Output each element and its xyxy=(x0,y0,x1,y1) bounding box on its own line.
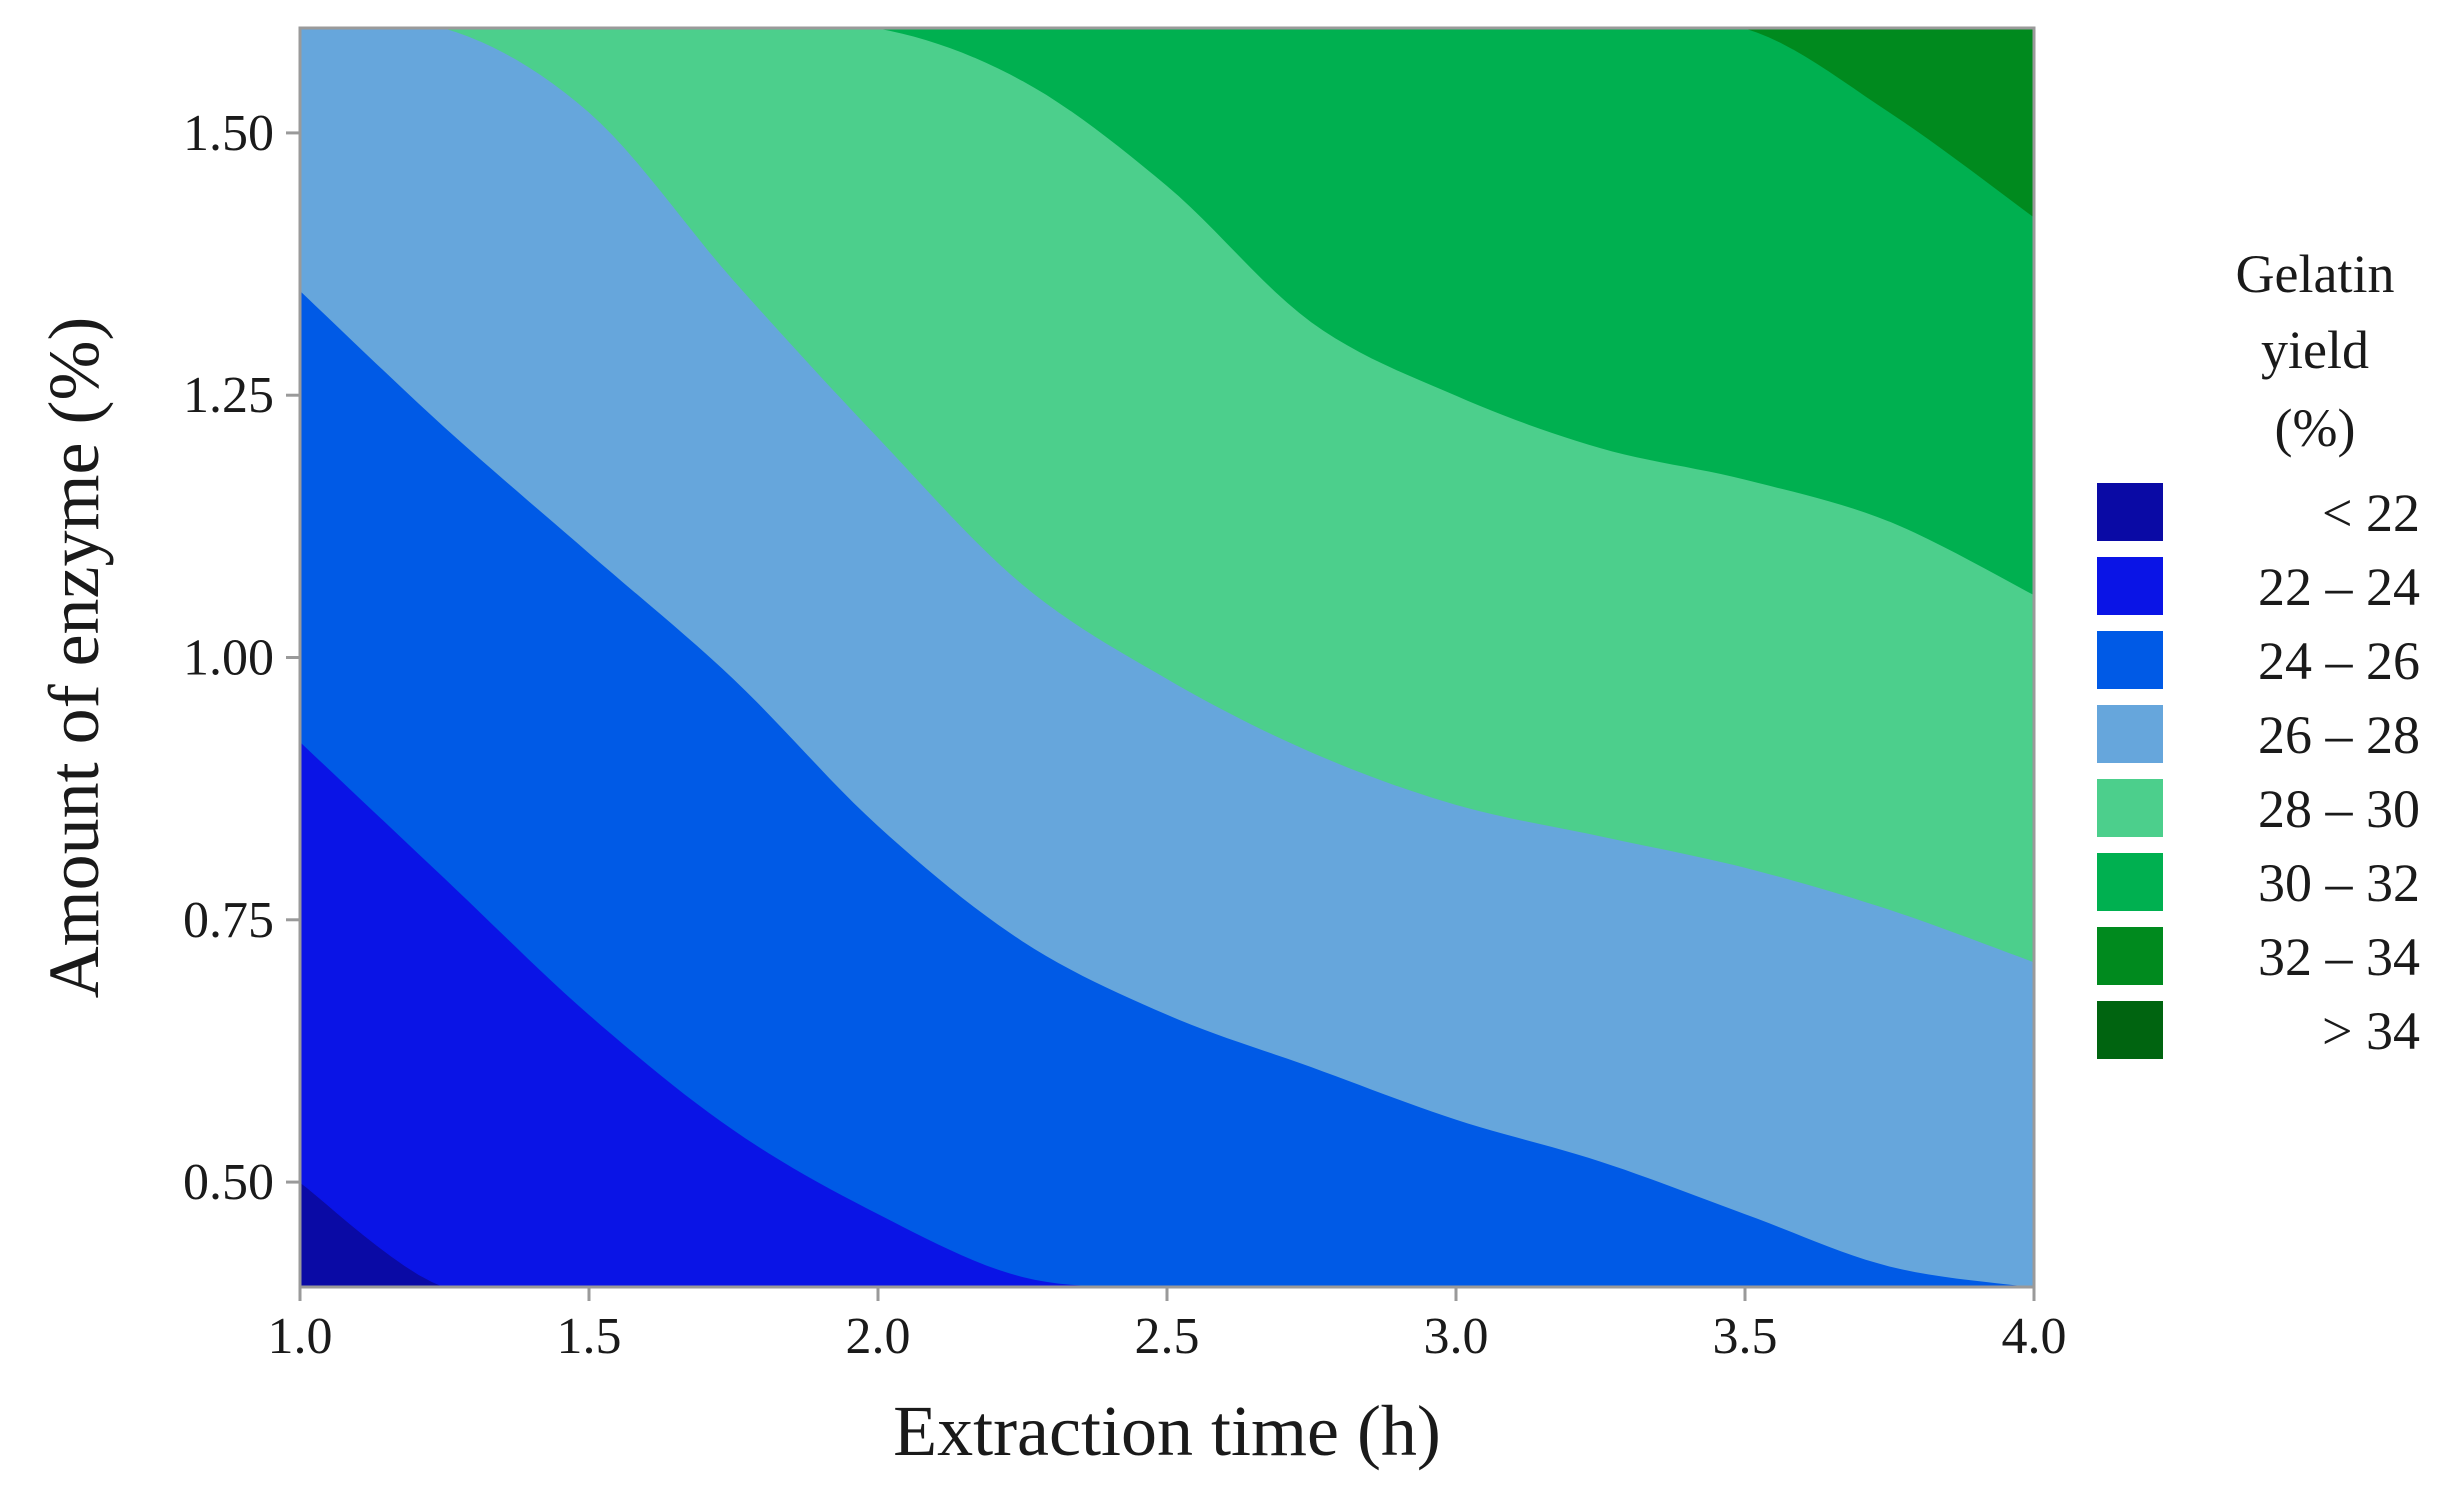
x-tick-label: 3.5 xyxy=(1713,1308,1778,1365)
legend-entry-label: 30 – 32 xyxy=(2258,853,2420,913)
y-tick-label: 1.50 xyxy=(183,105,274,162)
x-tick-label: 4.0 xyxy=(2002,1308,2067,1365)
legend-entry-label: 24 – 26 xyxy=(2258,631,2420,691)
y-axis: 0.50 0.75 1.00 1.25 1.50 xyxy=(183,105,300,1211)
legend-entry-label: 22 – 24 xyxy=(2258,557,2420,617)
legend-swatch xyxy=(2097,631,2163,689)
x-tick-label: 1.5 xyxy=(557,1308,622,1365)
legend: Gelatin yield (%) < 22 22 – 24 24 – 26 26 –… xyxy=(2097,244,2420,1061)
legend-entry-label: 28 – 30 xyxy=(2258,779,2420,839)
legend-entry-label: > 34 xyxy=(2322,1001,2420,1061)
x-axis-title: Extraction time (h) xyxy=(893,1391,1441,1471)
plot-area xyxy=(299,27,2035,1288)
x-tick-label: 1.0 xyxy=(268,1308,333,1365)
legend-entry-label: < 22 xyxy=(2322,483,2420,543)
legend-title-line-2: yield xyxy=(2261,320,2369,380)
legend-swatch xyxy=(2097,557,2163,615)
legend-swatch xyxy=(2097,779,2163,837)
legend-title-line-3: (%) xyxy=(2275,398,2356,458)
x-axis: 1.0 1.5 2.0 2.5 3.0 3.5 4.0 xyxy=(268,1287,2067,1365)
y-axis-title: Amount of enzyme (%) xyxy=(34,317,114,999)
y-tick-label: 0.75 xyxy=(183,892,274,949)
x-tick-label: 3.0 xyxy=(1424,1308,1489,1365)
legend-swatch xyxy=(2097,1001,2163,1059)
legend-swatch xyxy=(2097,927,2163,985)
x-tick-label: 2.0 xyxy=(846,1308,911,1365)
legend-title-line-1: Gelatin xyxy=(2236,244,2395,304)
legend-swatch xyxy=(2097,483,2163,541)
legend-swatch xyxy=(2097,853,2163,911)
legend-entry-label: 32 – 34 xyxy=(2258,927,2420,987)
legend-swatch xyxy=(2097,705,2163,763)
legend-entry-label: 26 – 28 xyxy=(2258,705,2420,765)
y-tick-label: 1.00 xyxy=(183,630,274,687)
x-tick-label: 2.5 xyxy=(1135,1308,1200,1365)
y-tick-label: 0.50 xyxy=(183,1154,274,1211)
y-tick-label: 1.25 xyxy=(183,367,274,424)
